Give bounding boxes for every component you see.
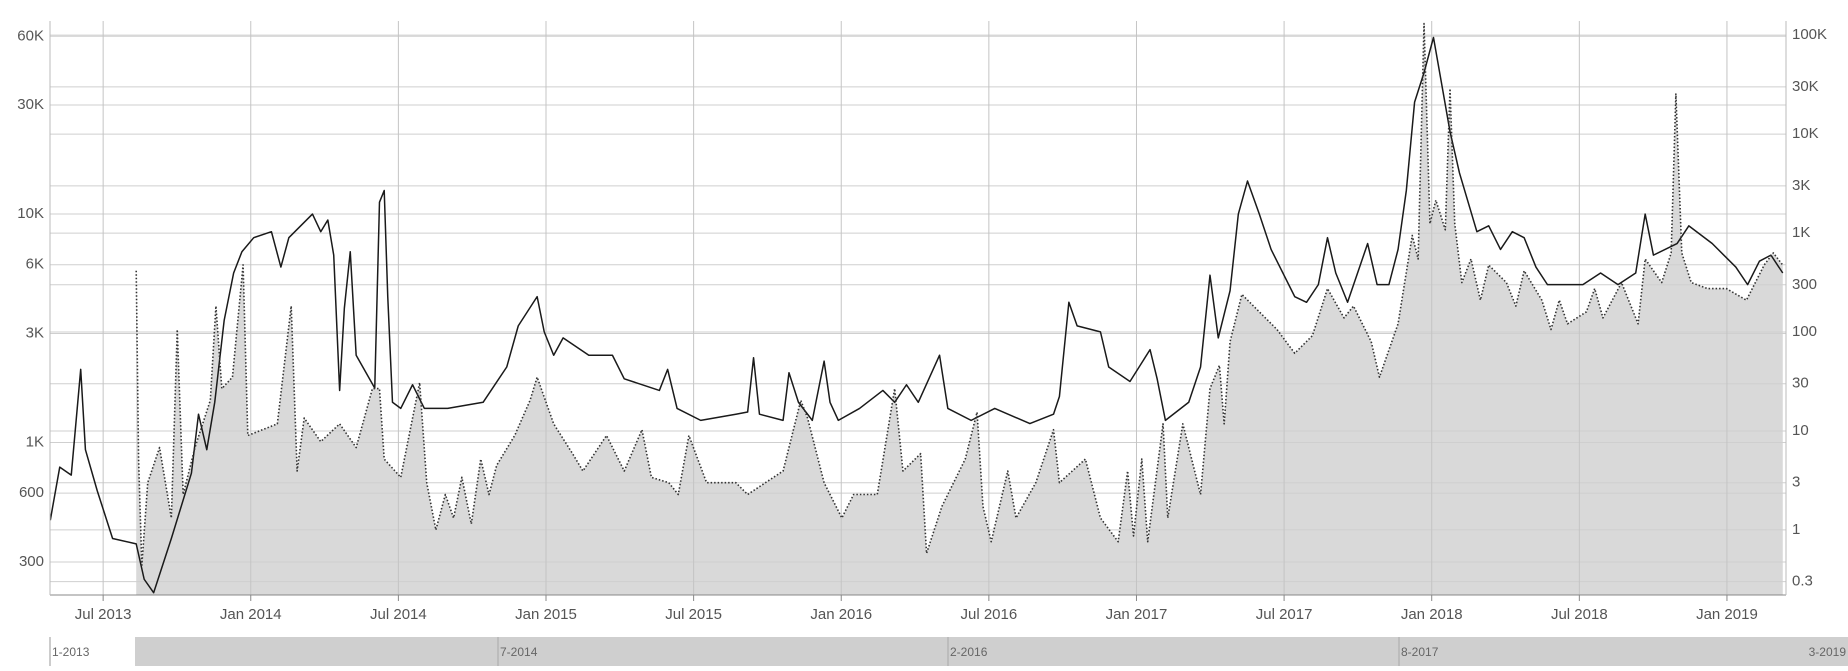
x-tick-label: Jul 2016: [960, 606, 1017, 623]
navigator-label: 8-2017: [1401, 645, 1439, 659]
y2-tick-label: 1K: [1792, 224, 1810, 241]
y2-tick-label: 300: [1792, 276, 1817, 293]
y-tick-label: 30K: [17, 96, 44, 113]
x-tick-label: Jul 2017: [1256, 606, 1313, 623]
navigator-label: 3-2019: [1809, 645, 1847, 659]
x-tick-label: Jan 2017: [1106, 606, 1168, 623]
x-tick-label: Jan 2019: [1696, 606, 1758, 623]
x-tick-label: Jul 2018: [1551, 606, 1608, 623]
y-tick-label: 60K: [17, 27, 44, 44]
y2-tick-label: 10K: [1792, 125, 1819, 142]
y2-tick-label: 3: [1792, 474, 1800, 491]
y2-tick-label: 1: [1792, 521, 1800, 538]
navigator-window[interactable]: [135, 637, 1848, 666]
y2-tick-label: 3K: [1792, 177, 1810, 194]
x-tick-label: Jan 2015: [515, 606, 577, 623]
y-tick-label: 1K: [26, 433, 44, 450]
x-tick-label: Jan 2016: [810, 606, 872, 623]
area: [136, 23, 1783, 595]
y2-tick-label: 10: [1792, 422, 1809, 439]
y-tick-label: 300: [19, 553, 44, 570]
y-tick-label: 10K: [17, 205, 44, 222]
x-tick-label: Jul 2013: [75, 606, 132, 623]
y2-tick-label: 30K: [1792, 78, 1819, 95]
line: [49, 36, 1784, 594]
y2-tick-label: 30: [1792, 375, 1809, 392]
navigator-label: 1-2013: [52, 645, 90, 659]
y-tick-label: 3K: [26, 324, 44, 341]
y-tick-label: 600: [19, 484, 44, 501]
x-tick-label: Jan 2014: [220, 606, 282, 623]
x-tick-label: Jan 2018: [1401, 606, 1463, 623]
y2-tick-label: 100K: [1792, 26, 1827, 43]
y2-tick-label: 100: [1792, 323, 1817, 340]
navigator-label: 2-2016: [950, 645, 988, 659]
navigator-label: 7-2014: [500, 645, 538, 659]
y-tick-label: 6K: [26, 256, 44, 273]
line: [135, 22, 1784, 567]
y2-tick-label: 0.3: [1792, 573, 1813, 590]
x-tick-label: Jul 2014: [370, 606, 427, 623]
x-tick-label: Jul 2015: [665, 606, 722, 623]
